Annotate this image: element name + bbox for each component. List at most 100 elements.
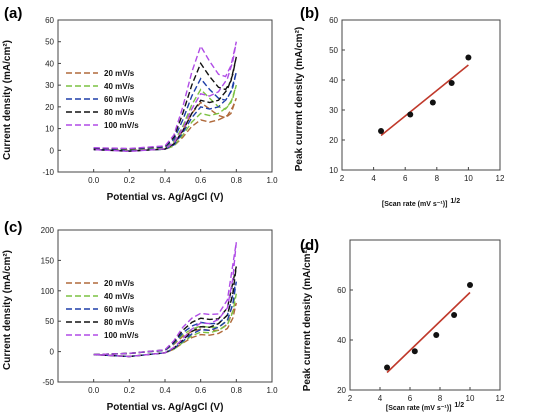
chart-panel-4: (d) 2 4 6 8 10 12 20 40 60 [Scan rate (mV s⁻¹)] 1/2… [300, 237, 505, 412]
x-axis-title: [Scan rate (mV s⁻¹)] 1/2 [382, 198, 460, 208]
y-tick-label: 60 [45, 16, 54, 25]
x-tick-label: 1.0 [266, 386, 278, 395]
x-tick-label: 4 [378, 394, 383, 403]
data-point [411, 348, 418, 355]
y-tick-label: 20 [45, 103, 54, 112]
x-axis-title: [Scan rate (mV s⁻¹)] 1/2 [386, 402, 464, 412]
data-point [448, 80, 455, 86]
data-point [429, 99, 436, 106]
x-tick-label: 12 [496, 394, 505, 403]
x-axis-title-exponent: 1/2 [450, 198, 460, 205]
y-axis-title: Current density (mA/cm²) [2, 40, 13, 160]
x-tick-label: 6 [403, 174, 408, 183]
y-axis-title: Peak current density (mA/cm²) [294, 27, 305, 172]
data-point [407, 111, 414, 118]
x-tick-label: 0.6 [195, 386, 207, 395]
x-axis-title-main: [Scan rate (mV s⁻¹)] [386, 405, 452, 412]
x-axis-title-main: [Scan rate (mV s⁻¹)] [382, 201, 448, 208]
series-line [93, 281, 237, 358]
data-point [465, 54, 472, 61]
data-point [384, 364, 391, 371]
series-line [93, 97, 237, 152]
x-tick-label: 0.0 [88, 386, 100, 395]
x-tick-label: 0.6 [195, 176, 207, 185]
y-tick-label: 100 [41, 287, 55, 296]
data-point [433, 332, 440, 338]
x-tick-label: 2 [340, 174, 345, 183]
x-axis-title: Potential vs. Ag/AgCl (V) [107, 402, 224, 413]
y-tick-label: 60 [337, 286, 346, 295]
y-tick-label: 30 [329, 106, 338, 115]
legend-label: 80 mV/s [104, 108, 135, 117]
legend-label: 40 mV/s [104, 292, 135, 301]
y-tick-label: 50 [45, 317, 54, 326]
panel-label: (d) [300, 237, 319, 254]
data-point [451, 312, 458, 318]
series-line [93, 293, 237, 358]
x-tick-label: 0.8 [231, 176, 243, 185]
panel-label: (c) [4, 219, 22, 236]
y-axis-title: Current density (mA/cm²) [2, 250, 13, 370]
y-tick-label: 50 [329, 46, 338, 55]
data-point [467, 282, 473, 288]
x-tick-label: 1.0 [266, 176, 278, 185]
x-tick-label: 0.8 [231, 386, 243, 395]
x-tick-label: 10 [466, 394, 475, 403]
series-line [93, 302, 237, 358]
x-tick-label: 0.2 [124, 176, 136, 185]
x-tick-label: 8 [438, 394, 443, 403]
y-tick-label: -10 [42, 168, 54, 177]
y-tick-label: 0 [50, 146, 55, 155]
x-tick-label: 10 [464, 174, 473, 183]
x-axis-title: Potential vs. Ag/AgCl (V) [107, 192, 224, 203]
x-tick-label: 0.2 [124, 386, 136, 395]
legend-label: 20 mV/s [104, 279, 135, 288]
x-tick-label: 0.0 [88, 176, 100, 185]
x-axis-title-exponent: 1/2 [454, 402, 464, 409]
chart-panel-3: (c) 0.0 0.2 0.4 0.6 0.8 1.0 -50 0 50 100 150 200 Pote… [2, 219, 278, 413]
series-line [93, 71, 237, 152]
x-tick-label: 0.4 [159, 386, 171, 395]
series-line [93, 56, 237, 152]
y-tick-label: 60 [329, 16, 338, 25]
y-tick-label: 40 [329, 76, 338, 85]
x-tick-label: 2 [348, 394, 353, 403]
legend-label: 100 mV/s [104, 121, 139, 130]
y-tick-label: 20 [329, 136, 338, 145]
y-tick-label: 200 [41, 226, 55, 235]
y-tick-label: 10 [45, 125, 54, 134]
y-tick-label: 20 [337, 386, 346, 395]
y-tick-label: 50 [45, 38, 54, 47]
x-tick-label: 12 [496, 174, 505, 183]
y-tick-label: 40 [337, 336, 346, 345]
legend-label: 60 mV/s [104, 305, 135, 314]
series-line [93, 84, 237, 152]
y-tick-label: 40 [45, 59, 54, 68]
x-tick-label: 6 [408, 394, 413, 403]
x-tick-label: 8 [435, 174, 440, 183]
legend-label: 100 mV/s [104, 331, 139, 340]
legend-label: 20 mV/s [104, 69, 135, 78]
y-tick-label: 30 [45, 81, 54, 90]
data-point [378, 128, 385, 134]
y-tick-label: 150 [41, 256, 55, 265]
y-axis-title: Peak current density (mA/cm²) [302, 247, 313, 392]
x-tick-label: 0.4 [159, 176, 171, 185]
y-tick-label: -50 [42, 378, 54, 387]
chart-panel-2: (b) 2 4 6 8 10 12 10 20 30 40 50 60 [Scan rate (mV s⁻… [294, 5, 505, 208]
y-tick-label: 0 [50, 348, 55, 357]
series-line [93, 242, 237, 358]
panel-label: (b) [300, 5, 319, 22]
plot-frame [349, 239, 501, 391]
panel-label: (a) [4, 5, 22, 22]
plot-frame [341, 19, 501, 171]
legend-label: 80 mV/s [104, 318, 135, 327]
fit-line [386, 291, 471, 374]
legend-label: 40 mV/s [104, 82, 135, 91]
legend-label: 60 mV/s [104, 95, 135, 104]
y-tick-label: 10 [329, 166, 338, 175]
plot-frame [57, 229, 273, 383]
fit-line [380, 64, 469, 137]
x-tick-label: 4 [371, 174, 376, 183]
